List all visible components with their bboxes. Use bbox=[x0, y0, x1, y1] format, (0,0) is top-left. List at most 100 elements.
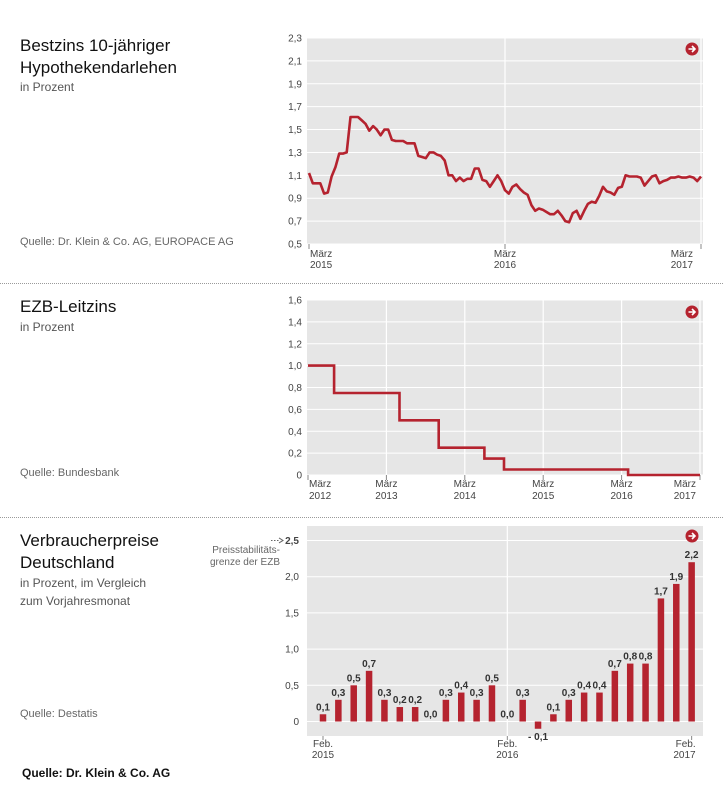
bar bbox=[534, 721, 542, 729]
bar bbox=[611, 670, 619, 722]
bar bbox=[673, 583, 680, 722]
bar-value-label: 0,2 bbox=[393, 695, 407, 706]
bar-value-label: 0,3 bbox=[470, 688, 484, 699]
bar-value-label: 0,1 bbox=[316, 702, 330, 713]
y-tick-label: 0,6 bbox=[288, 405, 302, 416]
x-tick-label: März bbox=[674, 479, 696, 490]
annotation-line: grenze der EZB bbox=[209, 557, 280, 568]
panel-2-title: EZB-Leitzins bbox=[20, 296, 116, 318]
y-tick-label: 0,9 bbox=[288, 194, 302, 205]
y-tick-label: 0 bbox=[293, 717, 299, 728]
title-line: Hypothekendarlehen bbox=[20, 58, 177, 77]
y-tick-label: 0,5 bbox=[285, 681, 299, 692]
price-stability-annotation: Preisstabilitäts- grenze der EZB bbox=[170, 545, 280, 569]
y-tick-label: 1,5 bbox=[285, 608, 299, 619]
panel-1-subtitle: in Prozent bbox=[20, 80, 75, 94]
x-tick-label: 2014 bbox=[454, 491, 477, 502]
y-tick-label: 1,9 bbox=[288, 79, 302, 90]
bar bbox=[396, 707, 404, 722]
y-tick-label: 0,4 bbox=[288, 427, 302, 438]
arrow-right-circle-icon[interactable] bbox=[685, 305, 699, 319]
y-tick-label: 0,2 bbox=[288, 449, 302, 460]
x-tick-label: 2017 bbox=[674, 491, 697, 502]
bar bbox=[488, 685, 496, 722]
y-tick-label: 1,6 bbox=[288, 296, 302, 307]
panel-2-subtitle: in Prozent bbox=[20, 320, 75, 334]
mortgage-rate-line bbox=[307, 115, 703, 224]
x-tick-label: März bbox=[375, 479, 397, 490]
ecb-rate-line bbox=[308, 364, 700, 477]
bar-value-label: 0,0 bbox=[424, 710, 438, 721]
y-tick-label: 1,5 bbox=[288, 125, 302, 136]
title-line: EZB-Leitzins bbox=[20, 297, 117, 316]
bar bbox=[626, 663, 634, 722]
y-tick-label: 1,4 bbox=[288, 317, 302, 328]
bar bbox=[319, 714, 327, 722]
y-tick-label: 2,0 bbox=[285, 572, 299, 583]
y-tick-label: 1,0 bbox=[288, 361, 302, 372]
bar-value-label: 1,7 bbox=[654, 586, 668, 597]
bar-value-label: 0,3 bbox=[331, 688, 345, 699]
threshold-arrow-icon bbox=[278, 537, 284, 544]
panel-1-source: Quelle: Dr. Klein & Co. AG, EUROPACE AG bbox=[20, 236, 234, 248]
arrow-right-circle-icon[interactable] bbox=[685, 529, 699, 543]
y-tick-label: 0,8 bbox=[288, 383, 302, 394]
x-tick-label: März bbox=[309, 479, 331, 490]
x-tick-label: Feb. bbox=[676, 739, 696, 750]
bar-value-label: 0,3 bbox=[562, 688, 576, 699]
x-tick-label: 2015 bbox=[532, 491, 555, 502]
bar bbox=[442, 699, 450, 722]
bar bbox=[657, 598, 665, 722]
bar-value-label: 0,3 bbox=[516, 688, 530, 699]
x-tick-label: 2017 bbox=[671, 260, 694, 271]
bar-value-label: 0,5 bbox=[347, 673, 361, 684]
arrow-right-circle-icon[interactable] bbox=[685, 42, 699, 56]
bar bbox=[457, 692, 465, 722]
title-line: Verbraucherpreise bbox=[20, 531, 159, 550]
bar bbox=[365, 670, 373, 722]
bar bbox=[350, 685, 357, 722]
y-tick-label: 0,7 bbox=[288, 217, 302, 228]
bar bbox=[473, 699, 480, 722]
bar-value-label: 0,4 bbox=[577, 681, 591, 692]
panel-1-title: Bestzins 10-jähriger Hypothekendarlehen bbox=[20, 35, 177, 79]
x-tick-label: 2015 bbox=[310, 260, 333, 271]
y-tick-label: 0 bbox=[296, 471, 302, 482]
bar bbox=[565, 699, 573, 722]
footer-source: Quelle: Dr. Klein & Co. AG bbox=[22, 766, 171, 780]
y-tick-label: 1,2 bbox=[288, 339, 302, 350]
panel-2-source: Quelle: Bundesbank bbox=[20, 467, 120, 479]
x-tick-label: 2017 bbox=[673, 750, 696, 761]
x-tick-label: März bbox=[610, 479, 632, 490]
bar-value-label: 2,2 bbox=[685, 550, 699, 561]
bar-value-label: 0,0 bbox=[500, 710, 514, 721]
x-tick-label: 2016 bbox=[494, 260, 517, 271]
panel-3-subtitle: in Prozent, im Vergleich zum Vorjahresmo… bbox=[20, 574, 146, 610]
bar bbox=[335, 699, 342, 722]
x-tick-label: März bbox=[494, 249, 516, 260]
bar-value-label: 0,8 bbox=[623, 652, 637, 663]
x-tick-label: Feb. bbox=[497, 739, 517, 750]
y-tick-label: 1,0 bbox=[285, 645, 299, 656]
bar-value-label: 1,9 bbox=[669, 572, 683, 583]
y-tick-label: 2,5 bbox=[285, 536, 299, 547]
bar bbox=[381, 699, 388, 722]
y-tick-label: 1,3 bbox=[288, 148, 302, 159]
bar bbox=[642, 663, 649, 722]
bar bbox=[550, 714, 557, 722]
y-tick-label: 1,7 bbox=[288, 102, 302, 113]
y-tick-label: 1,1 bbox=[288, 171, 302, 182]
title-line: Deutschland bbox=[20, 553, 115, 572]
x-tick-label: Feb. bbox=[313, 739, 333, 750]
bar-value-label: 0,4 bbox=[454, 681, 468, 692]
y-tick-label: 2,1 bbox=[288, 56, 302, 67]
divider bbox=[0, 517, 723, 518]
x-tick-label: 2012 bbox=[309, 491, 332, 502]
subtitle-line: in Prozent, im Vergleich bbox=[20, 576, 147, 590]
panel-3-title: Verbraucherpreise Deutschland bbox=[20, 530, 159, 574]
plot-area bbox=[307, 300, 703, 475]
panel-3-source: Quelle: Destatis bbox=[20, 708, 98, 720]
x-tick-label: 2015 bbox=[312, 750, 335, 761]
x-tick-label: 2016 bbox=[610, 491, 633, 502]
